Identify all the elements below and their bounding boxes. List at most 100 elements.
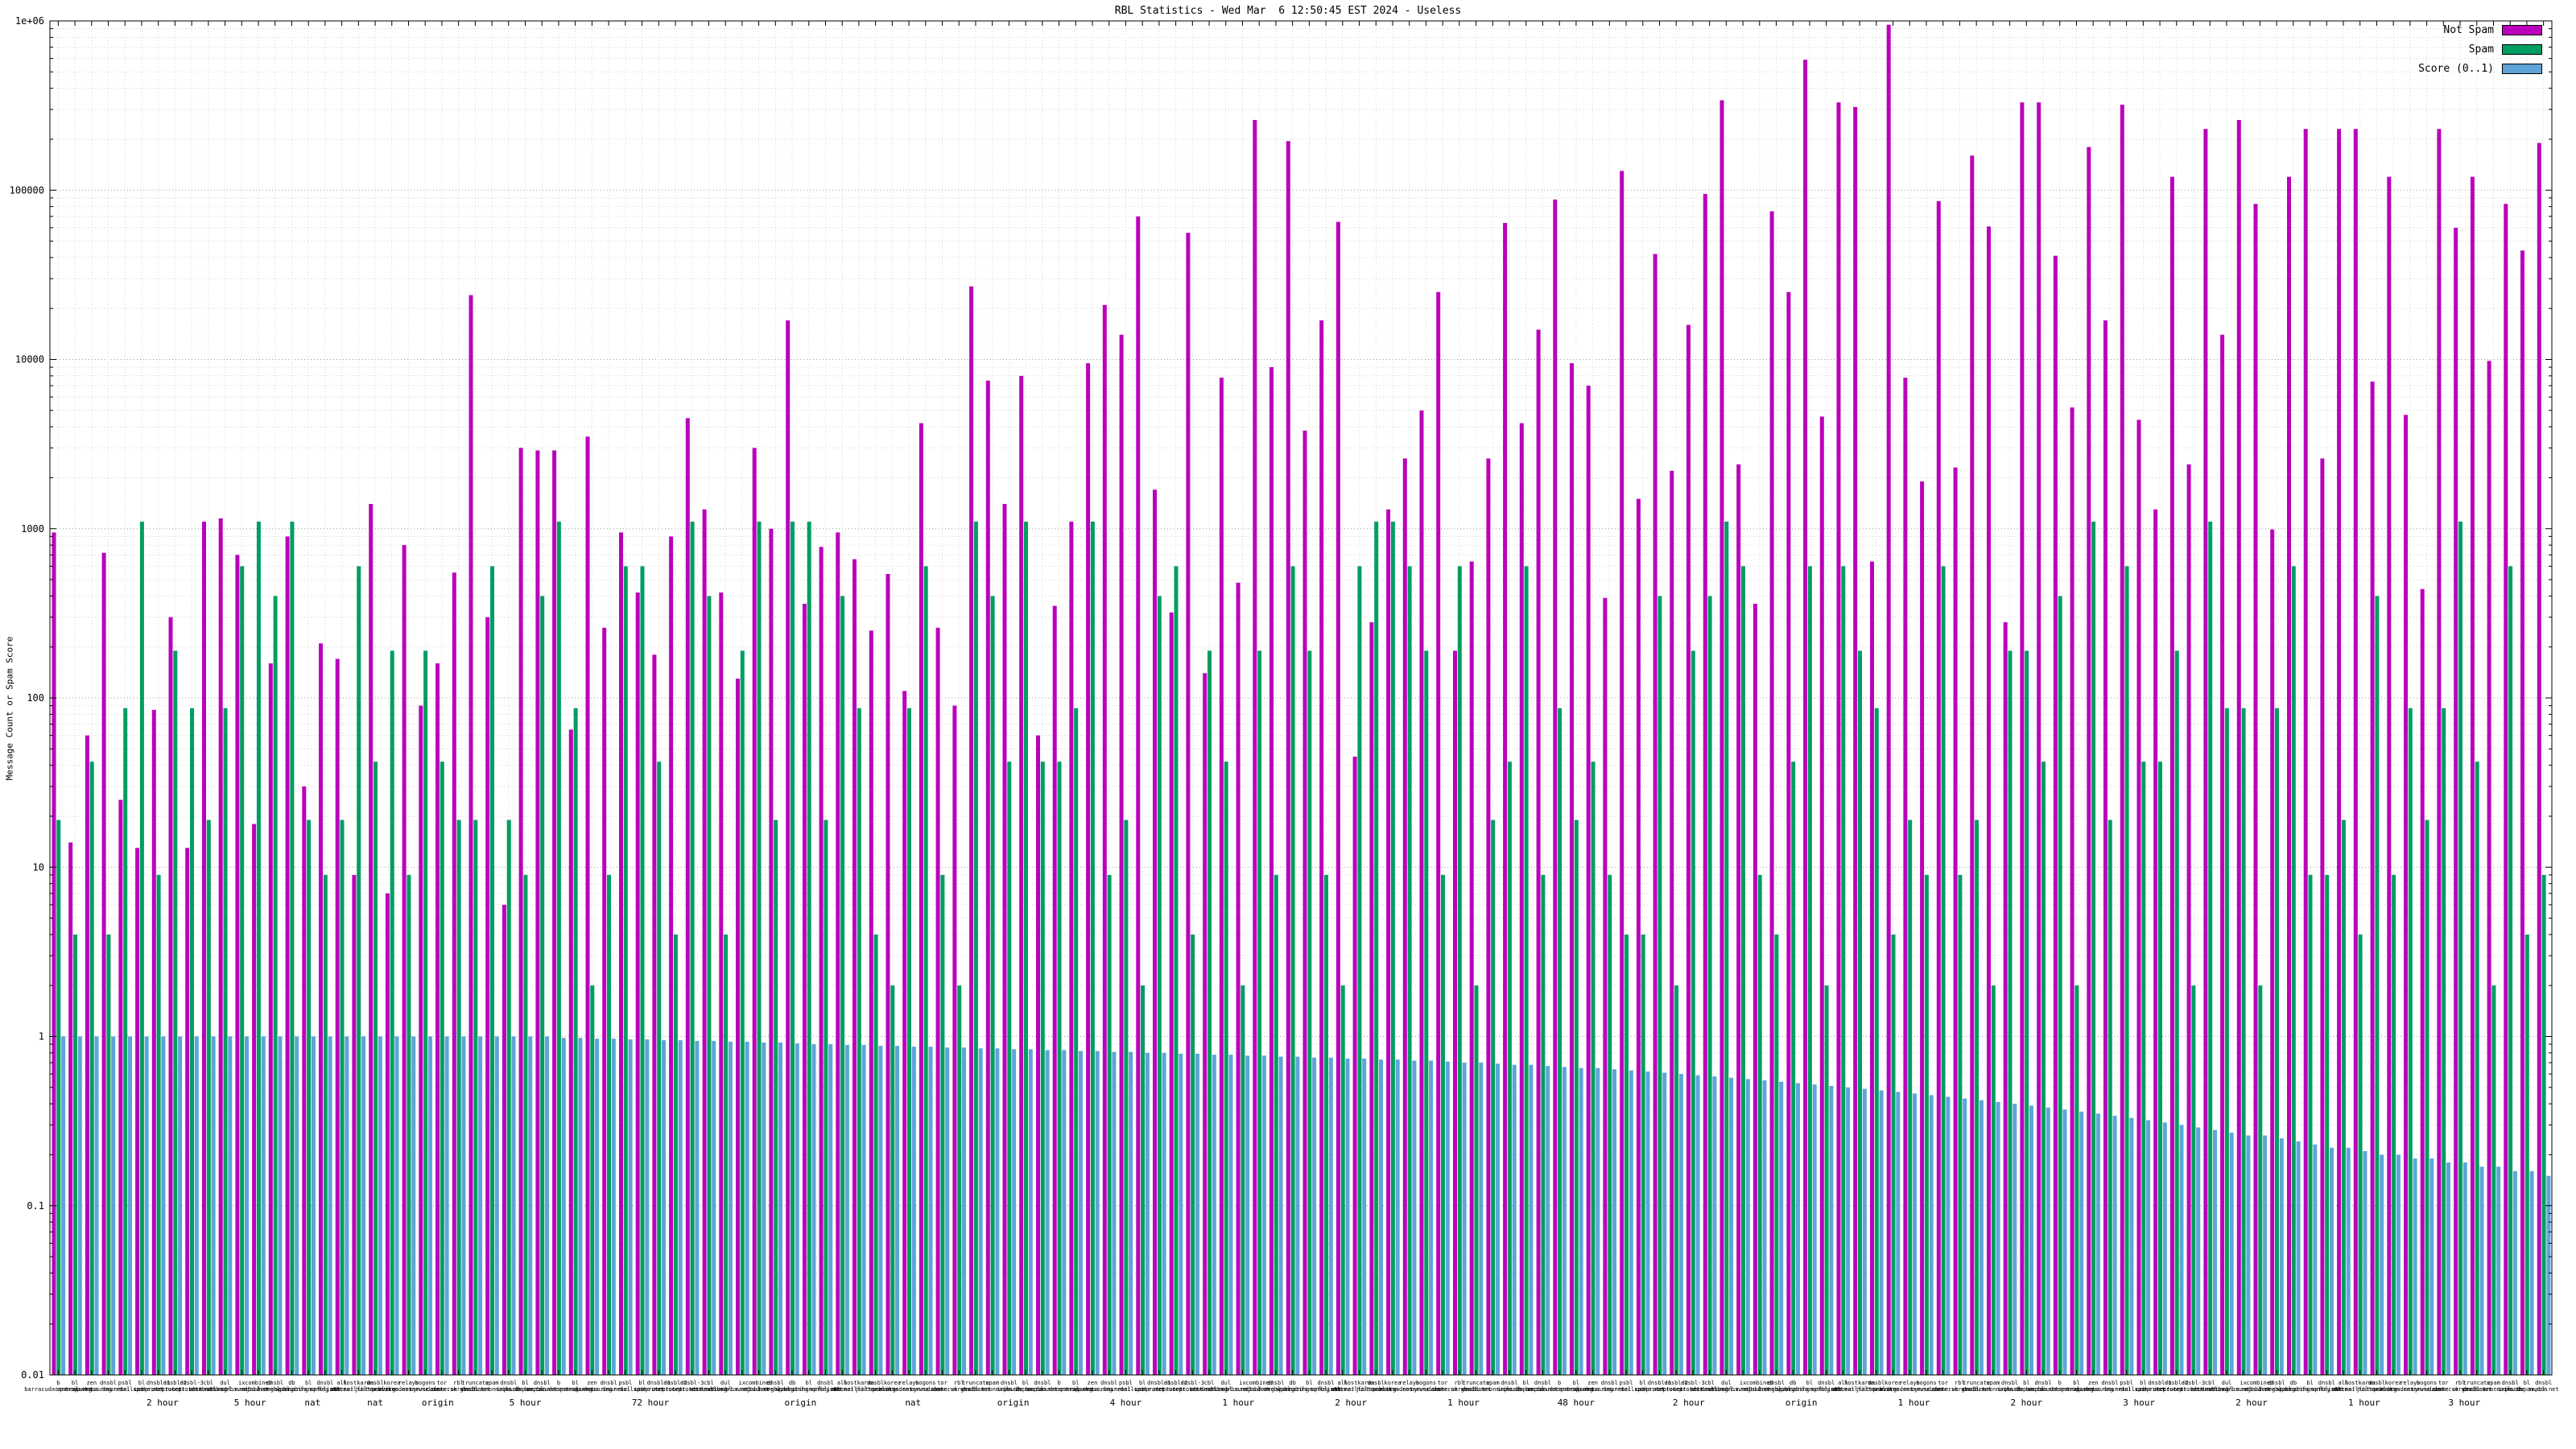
bar — [1062, 1050, 1067, 1375]
x-tick-label: dnsbl.anonmails.de — [461, 1386, 522, 1393]
x-tick-label: combined — [1245, 1380, 1273, 1386]
x-tick-label: s5h.net — [2331, 1386, 2355, 1393]
x-tick-label: dnsbl — [534, 1380, 551, 1386]
x-group-label: 2 hour — [2010, 1397, 2042, 1408]
bar — [985, 380, 990, 1375]
bar — [2420, 588, 2425, 1375]
bar — [2169, 176, 2174, 1376]
x-tick-label: relays — [2400, 1380, 2420, 1386]
bar — [978, 1048, 983, 1375]
bar — [552, 450, 557, 1375]
bar — [56, 819, 61, 1375]
bar — [728, 1042, 733, 1375]
bar — [1307, 650, 1312, 1375]
bar — [545, 1036, 549, 1375]
bar — [840, 596, 845, 1375]
x-tick-label: dnsbl.manitu.net — [215, 1386, 269, 1393]
x-tick-label: truncate — [1463, 1380, 1490, 1386]
x-tick-label: dnsbl-3 — [1181, 1380, 1205, 1386]
x-tick-label: dnsbl — [1501, 1380, 1517, 1386]
bar — [77, 1036, 82, 1375]
bar — [1929, 1095, 1934, 1375]
legend-label: Not Spam — [2443, 24, 2494, 36]
y-tick-label: 0.1 — [27, 1200, 44, 1212]
bar — [1212, 1055, 1216, 1375]
bar — [135, 848, 140, 1375]
bar — [585, 436, 590, 1375]
bar — [2429, 1158, 2434, 1375]
bar — [1729, 1077, 1734, 1375]
bar — [1891, 934, 1896, 1375]
bar — [857, 708, 861, 1375]
x-tick-label: cymru.com — [1911, 1386, 1942, 1393]
x-tick-label: uceprotect.net — [1152, 1386, 1199, 1393]
legend-label: Spam — [2468, 43, 2494, 56]
x-tick-label: dnsbl-1 — [647, 1380, 671, 1386]
bar — [2454, 227, 2458, 1375]
x-tick-label: inps.de — [997, 1386, 1022, 1393]
bar — [568, 729, 573, 1375]
bar — [2253, 204, 2258, 1375]
bar — [1507, 762, 1512, 1375]
bar — [2458, 522, 2462, 1375]
bar — [928, 1046, 933, 1375]
x-tick-label: hostkarma — [343, 1380, 374, 1386]
bar — [1119, 334, 1124, 1375]
bar — [1040, 762, 1045, 1375]
x-tick-label: bl — [1573, 1380, 1579, 1386]
bar — [724, 934, 729, 1375]
bar — [2062, 1109, 2067, 1375]
x-tick-label: db — [288, 1380, 295, 1386]
bar — [828, 1044, 833, 1375]
bar — [1028, 1049, 1033, 1375]
x-tick-label: cbl — [704, 1380, 714, 1386]
x-tick-label: dnsbl — [1818, 1380, 1835, 1386]
bar — [1324, 874, 1328, 1375]
bar — [540, 596, 545, 1375]
bar — [139, 522, 144, 1375]
x-tick-label: dnsbl — [1100, 1380, 1117, 1386]
x-group-label: 3 hour — [2448, 1397, 2480, 1408]
chart-title: RBL Statistics - Wed Mar 6 12:50:45 EST … — [1114, 5, 1462, 17]
x-tick-label: uceprotect.net — [1669, 1386, 1716, 1393]
x-tick-label: bl — [1523, 1380, 1530, 1386]
bar — [1369, 622, 1374, 1375]
bar — [923, 566, 928, 1375]
bar — [861, 1045, 866, 1375]
bar — [469, 295, 473, 1376]
bar — [1491, 819, 1496, 1375]
x-tick-label: dronebl.org — [757, 1386, 794, 1393]
bar — [1608, 874, 1612, 1375]
x-tick-label: abuseat.org — [190, 1386, 227, 1393]
bar — [2008, 650, 2013, 1375]
x-tick-label: all — [1838, 1380, 1848, 1386]
bar — [485, 617, 490, 1375]
bar — [2203, 129, 2208, 1376]
x-tick-label: uceprotect.net — [1135, 1386, 1183, 1393]
bar — [1179, 1054, 1183, 1375]
bar — [1474, 985, 1479, 1375]
bar — [211, 1036, 216, 1375]
bar — [2058, 596, 2062, 1375]
bar — [873, 934, 878, 1375]
bar — [1979, 1100, 1984, 1375]
bar — [1641, 934, 1645, 1375]
x-tick-label: relays — [898, 1380, 919, 1386]
bar — [361, 1036, 365, 1375]
x-tick-label: bl.kundenserver.de — [1379, 1386, 1440, 1393]
bar — [144, 1036, 149, 1375]
x-tick-label: services.net — [371, 1386, 412, 1393]
x-tick-label: inps.de — [497, 1386, 521, 1393]
x-tick-label: db — [1790, 1380, 1796, 1386]
bar — [2358, 934, 2363, 1375]
bar — [1858, 650, 1862, 1375]
x-tick-label: dan.me.uk — [1928, 1386, 1959, 1393]
bar — [2291, 566, 2296, 1375]
bar — [1453, 650, 1457, 1375]
bar — [1807, 566, 1812, 1375]
x-tick-label: dan.me.uk — [927, 1386, 959, 1393]
y-tick-label: 1 — [39, 1031, 44, 1042]
x-tick-label: korea — [1885, 1380, 1901, 1386]
bar — [619, 532, 623, 1375]
x-group-label: 4 hour — [1110, 1397, 1142, 1408]
